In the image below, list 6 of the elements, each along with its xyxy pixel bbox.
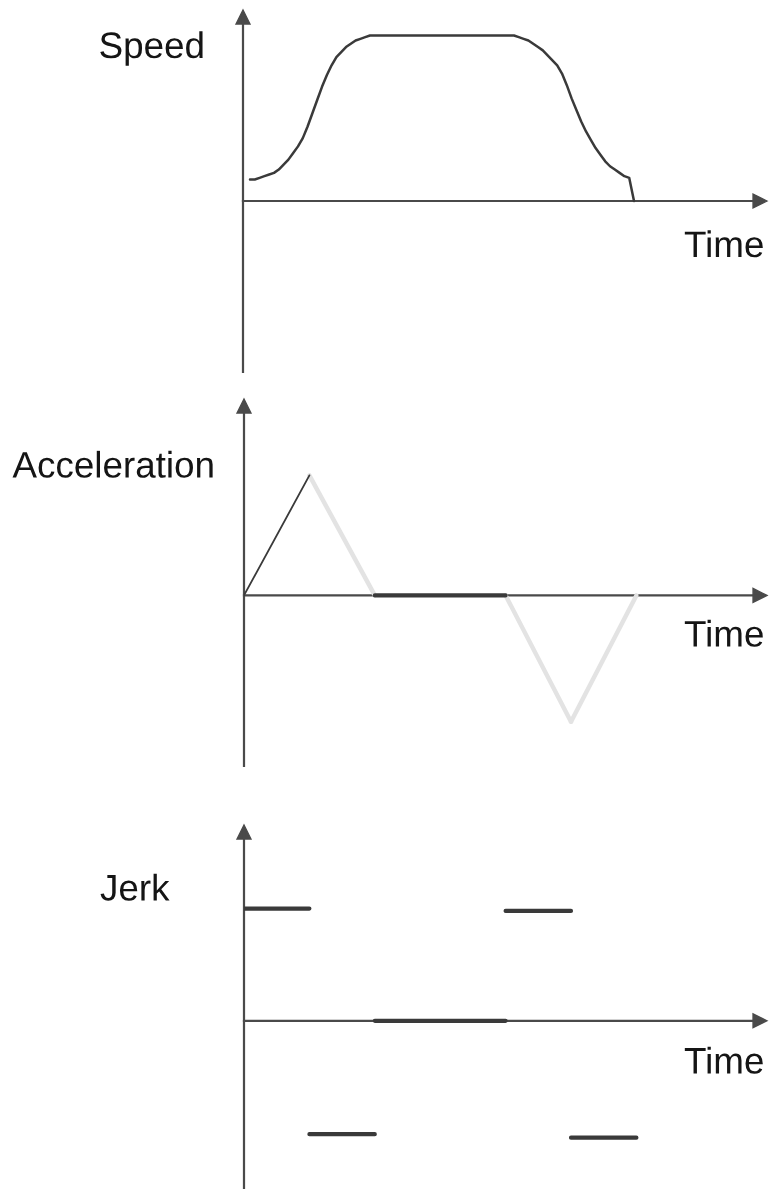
x-axis-title: Time (684, 230, 763, 258)
x-axis-title: Time (684, 619, 763, 647)
y-axis-title: Jerk (100, 873, 170, 901)
y-axis-title: Acceleration (12, 450, 213, 478)
y-axis-title: Speed (100, 31, 203, 66)
x-axis-title: Time (684, 1046, 763, 1074)
